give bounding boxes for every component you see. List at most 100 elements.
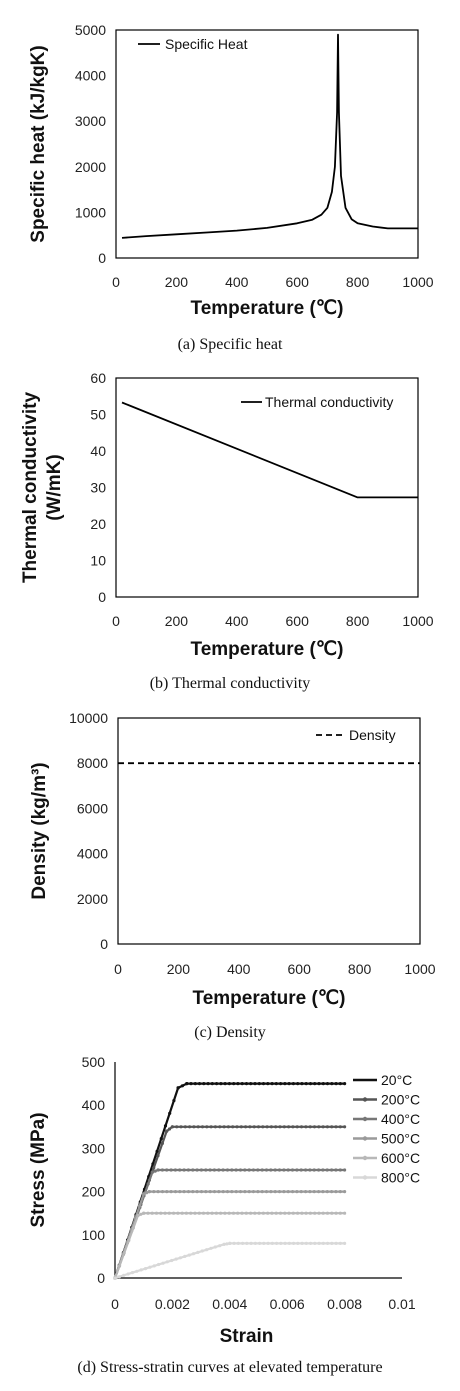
legend-label: 500°C <box>381 1131 420 1147</box>
data-point <box>235 1125 239 1129</box>
data-point <box>204 1190 208 1194</box>
data-point <box>113 1276 117 1280</box>
data-point <box>170 1258 174 1263</box>
data-point <box>193 1082 197 1086</box>
data-point <box>282 1125 286 1129</box>
series-line-3 <box>113 1168 345 1279</box>
data-point <box>258 1241 262 1245</box>
chart-2: 0 200 400 600 800 1000 0 10 20 30 40 50 60 Temperatur… <box>20 370 434 692</box>
data-point <box>334 1168 338 1172</box>
data-point <box>264 1190 269 1194</box>
data-point <box>343 1190 347 1194</box>
legend-label: 600°C <box>381 1150 420 1166</box>
x-tick-label: 1000 <box>402 613 433 629</box>
data-point <box>189 1211 193 1215</box>
y-tick-label: 40 <box>90 443 106 459</box>
data-point <box>317 1125 321 1129</box>
data-point <box>282 1190 286 1194</box>
x-tick-label: 1000 <box>404 961 435 977</box>
data-point <box>227 1211 231 1215</box>
data-point <box>187 1253 191 1257</box>
data-point <box>226 1125 230 1129</box>
data-point <box>199 1168 203 1172</box>
data-point <box>292 1241 296 1245</box>
x-tick-label: 0.002 <box>155 1296 190 1312</box>
data-point <box>264 1168 269 1172</box>
series-line-1 <box>121 33 418 239</box>
data-point <box>201 1211 206 1215</box>
data-point <box>260 1168 264 1172</box>
data-point <box>230 1190 234 1194</box>
data-point <box>150 1170 154 1174</box>
data-point <box>180 1084 184 1088</box>
data-point <box>334 1082 338 1086</box>
data-point <box>295 1168 299 1172</box>
data-point <box>321 1125 325 1129</box>
data-point <box>287 1211 291 1215</box>
data-point <box>282 1168 286 1172</box>
data-point <box>191 1252 196 1256</box>
data-point <box>159 1211 163 1215</box>
data-point <box>183 1125 187 1129</box>
data-point <box>338 1082 342 1086</box>
data-point <box>343 1082 347 1086</box>
data-point <box>167 1127 172 1131</box>
data-point <box>277 1190 282 1194</box>
data-point <box>273 1168 277 1172</box>
data-point <box>257 1211 261 1215</box>
plot-frame <box>115 29 419 259</box>
data-point <box>195 1190 199 1194</box>
data-point <box>308 1190 312 1194</box>
y-tick-label: 4000 <box>77 846 108 862</box>
data-point <box>167 1211 171 1215</box>
data-point <box>192 1125 196 1129</box>
data-point <box>251 1190 256 1194</box>
data-point <box>205 1248 209 1252</box>
data-point <box>118 1263 122 1268</box>
data-point <box>266 1082 270 1086</box>
data-point <box>178 1256 182 1260</box>
data-point <box>274 1125 278 1129</box>
data-point <box>287 1082 291 1086</box>
x-tick-label: 0 <box>111 1296 119 1312</box>
data-point <box>146 1211 150 1215</box>
data-point <box>176 1086 180 1090</box>
y-axis-title: Stress (MPa) <box>28 1112 49 1227</box>
data-point <box>210 1211 214 1215</box>
data-point <box>304 1168 308 1172</box>
data-point <box>199 1190 204 1194</box>
data-point <box>209 1246 213 1250</box>
y-tick-label: 3000 <box>75 113 106 129</box>
data-point <box>309 1241 313 1245</box>
data-point <box>299 1125 304 1129</box>
y-axis-title-line: Thermal conductivity <box>20 392 41 584</box>
x-tick-label: 0 <box>112 274 120 290</box>
data-point <box>122 1251 126 1255</box>
data-point <box>270 1082 274 1086</box>
data-point <box>247 1168 251 1172</box>
data-point <box>273 1190 277 1194</box>
data-point <box>184 1211 188 1215</box>
legend-marker <box>362 1175 368 1180</box>
data-point <box>338 1241 342 1245</box>
data-point <box>262 1241 266 1245</box>
x-tick-label: 0.006 <box>270 1296 305 1312</box>
data-point <box>343 1241 347 1245</box>
data-point <box>156 1168 160 1172</box>
data-point <box>178 1190 182 1194</box>
data-point <box>221 1168 225 1172</box>
x-tick-label: 200 <box>165 274 189 290</box>
data-point <box>217 1190 221 1194</box>
y-tick-label: 4000 <box>75 68 106 84</box>
data-point <box>172 1099 176 1103</box>
data-point <box>146 1182 150 1186</box>
y-tick-label: 0 <box>98 589 106 605</box>
x-tick-label: 600 <box>286 613 310 629</box>
data-point <box>170 1125 174 1129</box>
data-point <box>343 1125 347 1129</box>
data-point <box>208 1190 212 1194</box>
legend-marker <box>362 1155 368 1161</box>
data-point <box>330 1211 334 1215</box>
data-point <box>180 1211 184 1215</box>
